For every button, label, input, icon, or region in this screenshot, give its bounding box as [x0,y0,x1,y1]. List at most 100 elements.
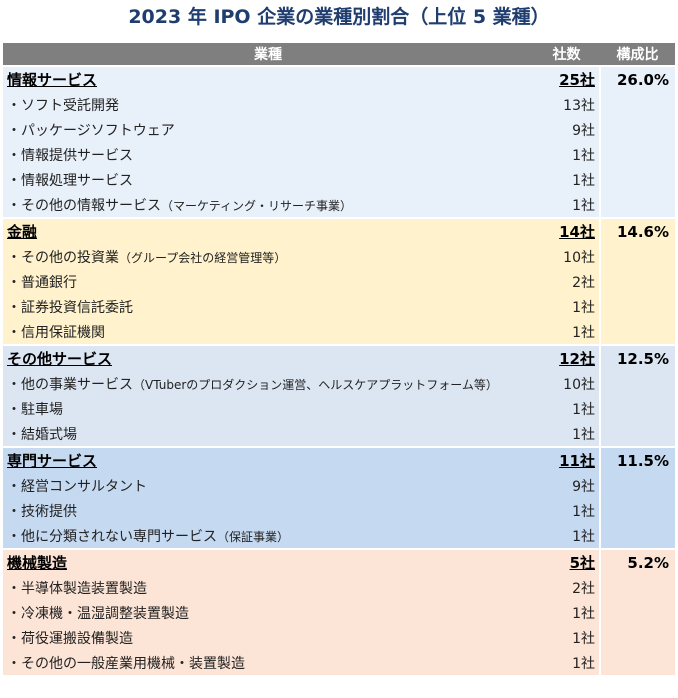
item-count: 10社 [563,376,595,393]
item-note: （保証事業） [217,529,290,544]
item-count: 1社 [572,197,595,214]
table-row: ・他に分類されない専門サービス（保証事業） 1社 [3,523,675,549]
table-row: ・技術提供 1社 [3,498,675,523]
item-name-cell: ・その他の情報サービス（マーケティング・リサーチ事業） [3,192,533,218]
table-row: ・情報処理サービス 1社 [3,167,675,192]
group-ratio: 5.2% [599,548,675,675]
group-name: 金融 [3,217,533,244]
table-row: ・その他の投資業（グループ会社の経営管理等） 10社 [3,244,675,269]
item-name-cell: ・情報提供サービス [3,142,533,167]
item-name-cell: ・他の事業サービス（VTuberのプロダクション運営、ヘルスケアプラットフォーム… [3,371,533,396]
group-row: 情報サービス 25社 26.0% [3,65,675,218]
item-name-cell: ・パッケージソフトウェア [3,117,533,142]
group-name: 情報サービス [3,65,533,92]
item-name-cell: ・信用保証機関 [3,319,533,345]
item-name: ・情報提供サービス [7,147,133,164]
group-ratio: 12.5% [599,344,675,447]
item-name: ・結婚式場 [7,426,77,443]
item-name: ・普通銀行 [7,274,77,291]
item-count: 1社 [572,172,595,189]
item-name: ・他の事業サービス [7,376,133,393]
group-ratio: 11.5% [599,446,675,549]
item-count: 1社 [572,655,595,672]
item-count: 1社 [572,605,595,622]
item-name-cell: ・経営コンサルタント [3,473,533,498]
group-row: 機械製造 5社 5.2% [3,548,675,675]
item-name: ・経営コンサルタント [7,478,147,495]
item-count: 1社 [572,503,595,520]
group-count: 14社 [533,217,600,244]
group-name-text: 専門サービス [7,452,98,470]
item-name: ・半導体製造装置製造 [7,580,147,597]
item-name-cell: ・その他の一般産業用機械・装置製造 [3,650,533,675]
industry-table: 業種 社数 構成比 情報サービス 25社 26.0% ・ソフト受託開発 13社・パッケー… [3,43,675,675]
group-ratio: 26.0% [599,65,675,218]
group-count-text: 5社 [569,554,595,572]
group-row: 専門サービス 11社 11.5% [3,446,675,549]
item-name-cell: ・半導体製造装置製造 [3,575,533,600]
group-count-text: 12社 [559,350,595,368]
item-name: ・技術提供 [7,503,77,520]
table-row: ・パッケージソフトウェア 9社 [3,117,675,142]
table-row: ・冷凍機・温湿調整装置製造 1社 [3,600,675,625]
table-row: ・情報提供サービス 1社 [3,142,675,167]
group-count: 11社 [533,446,600,473]
group-name: 専門サービス [3,446,533,473]
group-name-text: その他サービス [7,350,113,368]
table-row: ・荷役運搬設備製造 1社 [3,625,675,650]
item-count: 13社 [563,97,595,114]
item-name-cell: ・その他の投資業（グループ会社の経営管理等） [3,244,533,269]
item-count: 10社 [563,249,595,266]
item-count: 2社 [572,274,595,291]
item-count: 1社 [572,528,595,545]
item-count: 1社 [572,299,595,316]
item-note: （マーケティング・リサーチ事業） [161,198,353,213]
group-count: 12社 [533,344,600,371]
item-name-cell: ・駐車場 [3,396,533,421]
table-row: ・ソフト受託開発 13社 [3,92,675,117]
group-row: 金融 14社 14.6% [3,217,675,345]
table-row: ・経営コンサルタント 9社 [3,473,675,498]
group-name-text: 情報サービス [7,71,98,89]
item-name: ・信用保証機関 [7,324,105,341]
group-name-text: 金融 [7,223,38,241]
item-name-cell: ・技術提供 [3,498,533,523]
group-name-text: 機械製造 [7,554,68,572]
header-count: 社数 [533,43,600,66]
item-name: ・荷役運搬設備製造 [7,630,133,647]
item-name: ・その他の投資業 [7,249,119,266]
group-row: その他サービス 12社 12.5% [3,344,675,447]
item-name: ・情報処理サービス [7,172,133,189]
item-name-cell: ・ソフト受託開発 [3,92,533,117]
table-row: ・結婚式場 1社 [3,421,675,447]
table-row: ・他の事業サービス（VTuberのプロダクション運営、ヘルスケアプラットフォーム… [3,371,675,396]
group-count: 25社 [533,65,600,92]
item-count: 1社 [572,324,595,341]
group-count-text: 25社 [559,71,595,89]
item-count: 9社 [572,122,595,139]
item-name: ・ソフト受託開発 [7,97,119,114]
group-count-text: 11社 [559,452,595,470]
table-row: ・その他の情報サービス（マーケティング・リサーチ事業） 1社 [3,192,675,218]
item-note: （VTuberのプロダクション運営、ヘルスケアプラットフォーム等） [133,377,498,392]
item-name-cell: ・荷役運搬設備製造 [3,625,533,650]
group-count-text: 14社 [559,223,595,241]
item-name: ・駐車場 [7,401,63,418]
table-row: ・駐車場 1社 [3,396,675,421]
item-name: ・その他の情報サービス [7,197,161,214]
group-count: 5社 [533,548,600,575]
item-name: ・他に分類されない専門サービス [7,528,217,545]
item-note: （グループ会社の経営管理等） [119,250,287,265]
group-ratio: 14.6% [599,217,675,345]
item-name: ・冷凍機・温湿調整装置製造 [7,605,189,622]
table-row: ・信用保証機関 1社 [3,319,675,345]
item-name: ・その他の一般産業用機械・装置製造 [7,655,245,672]
table-row: ・普通銀行 2社 [3,269,675,294]
item-count: 1社 [572,147,595,164]
group-name: その他サービス [3,344,533,371]
page-title: 2023 年 IPO 企業の業種別割合（上位 5 業種） [128,6,550,28]
group-name: 機械製造 [3,548,533,575]
table-row: ・半導体製造装置製造 2社 [3,575,675,600]
table-header-row: 業種 社数 構成比 [3,43,675,66]
header-industry: 業種 [3,43,533,66]
